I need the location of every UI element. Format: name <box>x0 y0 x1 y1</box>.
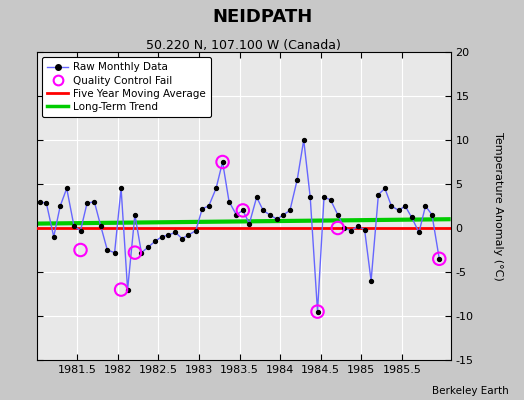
Point <box>158 234 166 240</box>
Point <box>279 212 288 218</box>
Point <box>401 203 409 209</box>
Point <box>96 223 105 230</box>
Point <box>198 206 206 212</box>
Point <box>374 191 383 198</box>
Point <box>144 244 152 250</box>
Point <box>62 185 71 192</box>
Point <box>164 232 172 238</box>
Point <box>151 238 159 244</box>
Point <box>42 200 51 206</box>
Point <box>117 286 125 293</box>
Point <box>103 247 112 253</box>
Point <box>225 198 233 205</box>
Point <box>408 214 416 221</box>
Point <box>36 198 44 205</box>
Y-axis label: Temperature Anomaly (°C): Temperature Anomaly (°C) <box>493 132 503 280</box>
Point <box>204 203 213 209</box>
Point <box>273 216 281 222</box>
Point <box>334 212 342 218</box>
Point <box>421 203 430 209</box>
Point <box>192 228 200 234</box>
Point <box>313 308 322 315</box>
Point <box>70 223 78 230</box>
Legend: Raw Monthly Data, Quality Control Fail, Five Year Moving Average, Long-Term Tren: Raw Monthly Data, Quality Control Fail, … <box>42 57 211 117</box>
Point <box>286 207 294 214</box>
Point <box>90 198 99 205</box>
Point <box>137 250 146 256</box>
Title: 50.220 N, 107.100 W (Canada): 50.220 N, 107.100 W (Canada) <box>146 39 341 52</box>
Point <box>334 225 342 231</box>
Point <box>178 235 186 242</box>
Point <box>306 194 314 200</box>
Point <box>367 278 375 284</box>
Point <box>259 207 267 214</box>
Point <box>266 212 274 218</box>
Point <box>428 212 436 218</box>
Point <box>171 229 180 236</box>
Text: Berkeley Earth: Berkeley Earth <box>432 386 508 396</box>
Point <box>381 185 389 192</box>
Point <box>50 234 58 240</box>
Point <box>123 286 132 293</box>
Point <box>77 228 85 234</box>
Point <box>117 185 125 192</box>
Point <box>111 250 119 256</box>
Point <box>184 232 193 238</box>
Point <box>361 226 369 233</box>
Point <box>340 225 348 231</box>
Point <box>238 207 247 214</box>
Point <box>435 256 443 262</box>
Point <box>212 185 220 192</box>
Point <box>219 159 227 165</box>
Point <box>130 250 139 256</box>
Point <box>253 194 261 200</box>
Point <box>130 212 139 218</box>
Point <box>293 176 301 183</box>
Point <box>435 256 443 262</box>
Point <box>219 159 227 165</box>
Point <box>326 197 335 203</box>
Text: NEIDPATH: NEIDPATH <box>212 8 312 26</box>
Point <box>387 203 396 209</box>
Point <box>354 223 362 230</box>
Point <box>245 220 254 227</box>
Point <box>313 308 322 315</box>
Point <box>238 207 247 214</box>
Point <box>346 228 355 234</box>
Point <box>415 229 423 236</box>
Point <box>395 207 403 214</box>
Point <box>56 203 64 209</box>
Point <box>83 200 91 206</box>
Point <box>232 212 241 218</box>
Point <box>300 137 308 143</box>
Point <box>320 194 328 200</box>
Point <box>77 247 85 253</box>
